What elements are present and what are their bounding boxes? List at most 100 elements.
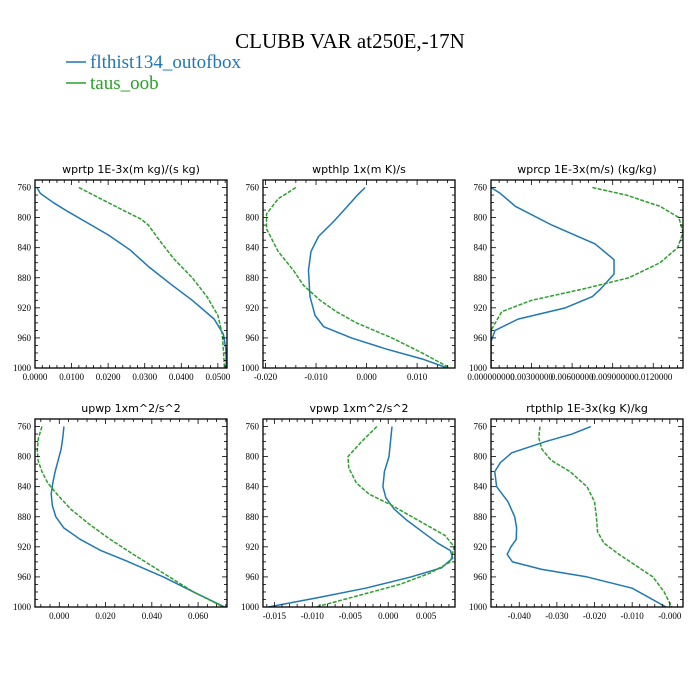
xtick-label-1-2: 0.000 — [356, 372, 377, 382]
xtick-label-0-2: 0.0200 — [96, 372, 121, 382]
xtick-label-0-4: 0.0400 — [169, 372, 194, 382]
xtick-label-2-1: 0.00300000 — [510, 372, 553, 382]
ytick-label-5-6: 1000 — [469, 602, 488, 612]
ytick-label-5-5: 960 — [474, 572, 488, 582]
ytick-label-0-1: 800 — [18, 213, 32, 223]
panel-2: wprcp 1E-3x(m/s) (kg/kg) 760 800 840 880 920 9… — [467, 163, 684, 382]
panel-frame-0 — [34, 179, 228, 369]
ytick-label-2-6: 1000 — [469, 363, 488, 373]
xtick-label-5-3: -0.010 — [621, 611, 645, 621]
series-line-0-0 — [36, 187, 227, 368]
xtick-label-3-3: 0.060 — [188, 611, 209, 621]
ytick-label-0-0: 760 — [18, 183, 32, 193]
ytick-label-1-0: 760 — [246, 183, 260, 193]
panel-frame-2 — [490, 179, 684, 369]
ytick-label-3-5: 960 — [18, 572, 32, 582]
legend-label-0: flthist134_outofbox — [90, 52, 241, 73]
xtick-label-4-4: 0.005 — [416, 611, 437, 621]
ytick-label-0-5: 960 — [18, 333, 32, 343]
ytick-label-4-0: 760 — [246, 422, 260, 432]
ytick-label-0-3: 880 — [18, 273, 32, 283]
ytick-label-0-4: 920 — [18, 303, 32, 313]
panel-title-0: wprtp 1E-3x(m kg)/(s kg) — [62, 163, 200, 176]
ytick-label-2-5: 960 — [474, 333, 488, 343]
series-line-5-1 — [538, 426, 673, 607]
ytick-label-2-4: 920 — [474, 303, 488, 313]
ytick-label-4-3: 880 — [246, 512, 260, 522]
series-line-5-0 — [494, 425, 667, 607]
xtick-label-3-2: 0.040 — [142, 611, 163, 621]
ytick-label-4-5: 960 — [246, 572, 260, 582]
ytick-label-4-4: 920 — [246, 542, 260, 552]
series-line-1-1 — [265, 186, 451, 368]
ytick-label-0-2: 840 — [18, 243, 32, 253]
panel-title-2: wprcp 1E-3x(m/s) (kg/kg) — [517, 163, 656, 176]
legend: flthist134_outofbox taus_oob — [66, 52, 241, 94]
ytick-label-2-0: 760 — [474, 183, 488, 193]
ytick-label-4-1: 800 — [246, 452, 260, 462]
xtick-label-1-0: -0.020 — [254, 372, 278, 382]
xtick-label-5-0: -0.040 — [508, 611, 532, 621]
xtick-label-0-0: 0.0000 — [23, 372, 48, 382]
panel-1: wpthlp 1x(m K)/s7608008408809209601000-0… — [241, 163, 456, 382]
legend-label-1: taus_oob — [90, 73, 159, 94]
panel-5: rtpthlp 1E-3x(kg K)/kg 760 800 840 880 920 960… — [469, 402, 684, 621]
ytick-label-5-1: 800 — [474, 452, 488, 462]
panel-frame-3 — [34, 418, 228, 608]
series-line-3-0 — [50, 426, 226, 607]
panel-frame-1 — [262, 179, 456, 369]
xtick-label-3-1: 0.020 — [95, 611, 116, 621]
xtick-label-2-2: 0.00600000 — [551, 372, 594, 382]
ytick-label-3-4: 920 — [18, 542, 32, 552]
panel-title-4: vpwp 1xm^2/s^2 — [309, 402, 408, 415]
xtick-label-5-2: -0.020 — [583, 611, 607, 621]
panel-3: upwp 1xm^2/s^2 760 800 840 880 920 960 1000 0.00… — [13, 402, 228, 621]
xtick-label-4-3: 0.000 — [378, 611, 399, 621]
xtick-label-0-3: 0.0300 — [132, 372, 157, 382]
panel-0: wprtp 1E-3x(m kg)/(s kg) 760 800 840 880 920 9… — [13, 163, 231, 382]
ytick-label-1-1: 800 — [246, 213, 260, 223]
xtick-label-4-0: -0.015 — [263, 611, 287, 621]
series-line-3-1 — [36, 426, 224, 607]
xtick-label-0-1: 0.0100 — [59, 372, 84, 382]
xtick-label-2-3: 0.00900000 — [591, 372, 634, 382]
panel-title-3: upwp 1xm^2/s^2 — [81, 402, 181, 415]
panel-frame-4 — [262, 418, 456, 608]
panel-title-1: wpthlp 1x(m K)/s — [312, 163, 406, 176]
ytick-label-3-3: 880 — [18, 512, 32, 522]
ytick-label-2-2: 840 — [474, 243, 488, 253]
ytick-label-1-2: 840 — [246, 243, 260, 253]
ytick-label-2-1: 800 — [474, 213, 488, 223]
series-line-4-0 — [268, 426, 454, 607]
series-line-0-1 — [78, 186, 226, 368]
ytick-label-0-6: 1000 — [13, 363, 32, 373]
ytick-label-5-2: 840 — [474, 482, 488, 492]
ytick-label-1-5: 960 — [246, 333, 260, 343]
series-line-4-1 — [315, 425, 455, 607]
xtick-label-4-2: -0.005 — [339, 611, 363, 621]
ytick-label-3-0: 760 — [18, 422, 32, 432]
ytick-label-3-2: 840 — [18, 482, 32, 492]
figure-title: CLUBB VAR at250E,-17N — [235, 29, 465, 53]
xtick-label-2-4: 0.0120000 — [634, 372, 673, 382]
ytick-label-4-2: 840 — [246, 482, 260, 492]
ytick-label-1-3: 880 — [246, 273, 260, 283]
ytick-label-5-0: 760 — [474, 422, 488, 432]
ytick-label-5-3: 880 — [474, 512, 488, 522]
xtick-label-1-3: 0.010 — [407, 372, 428, 382]
xtick-label-5-1: -0.030 — [545, 611, 569, 621]
xtick-label-3-0: 0.000 — [49, 611, 70, 621]
series-line-2-0 — [491, 186, 615, 368]
xtick-label-4-1: -0.010 — [301, 611, 325, 621]
ytick-label-3-6: 1000 — [13, 602, 32, 612]
xtick-label-1-1: -0.010 — [304, 372, 328, 382]
xtick-label-5-4: -0.000 — [658, 611, 682, 621]
series-line-2-1 — [491, 186, 683, 368]
ytick-label-1-6: 1000 — [241, 363, 260, 373]
xtick-label-0-5: 0.0500 — [205, 372, 230, 382]
ytick-label-5-4: 920 — [474, 542, 488, 552]
series-line-1-0 — [307, 186, 448, 368]
xtick-label-2-0: 0.000000000 — [467, 372, 515, 382]
panel-4: vpwp 1xm^2/s^27608008408809209601000-0.0… — [241, 402, 456, 621]
